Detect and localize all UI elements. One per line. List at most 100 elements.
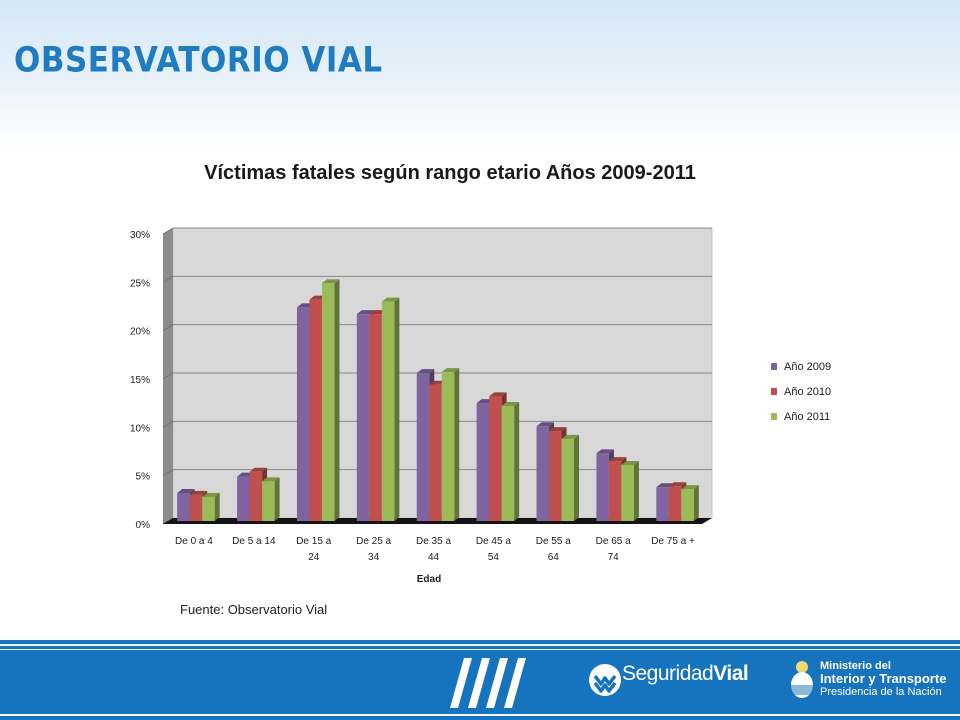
bar: [356, 314, 370, 521]
bar-side: [334, 279, 340, 521]
source-note: Fuente: Observatorio Vial: [180, 602, 328, 617]
y-tick-label: 25%: [130, 278, 150, 289]
legend-swatch: [771, 413, 777, 420]
legend-label: Año 2010: [784, 386, 831, 398]
bar: [381, 301, 395, 521]
bar-top: [608, 457, 627, 462]
bar-top: [202, 492, 220, 497]
bar-top: [621, 460, 639, 465]
bar: [321, 283, 335, 521]
x-tick-label: De 25 a: [356, 536, 391, 547]
bar: [202, 496, 215, 521]
bar-side: [394, 297, 400, 521]
y-tick-label: 0%: [136, 520, 151, 531]
bar: [429, 384, 442, 521]
bar-side: [214, 492, 220, 521]
gridline: [162, 227, 174, 235]
bar: [621, 464, 634, 521]
x-tick-label: De 55 a: [536, 536, 571, 547]
bar-top: [321, 279, 340, 284]
x-tick-label: 34: [368, 552, 380, 563]
ministry-line-2: Interior y Transporte: [820, 671, 947, 686]
gridline: [162, 324, 174, 332]
ministry-line-1: Ministerio del: [820, 660, 891, 672]
bar-top: [249, 467, 268, 472]
logo-word-2: Vial: [713, 662, 749, 685]
footer-stripe: [0, 644, 960, 646]
bar-top: [489, 392, 507, 397]
footer-stripe: [0, 649, 960, 650]
bar-side: [514, 402, 520, 521]
x-tick-label: De 65 a: [596, 536, 631, 547]
bar-top: [189, 490, 208, 495]
bar: [177, 493, 190, 521]
bar-side: [633, 460, 639, 521]
bar-top: [549, 427, 567, 432]
x-tick-label: De 35 a: [416, 536, 451, 547]
x-tick-label: De 5 a 14: [232, 536, 276, 547]
slashes-graphic: [450, 658, 526, 708]
national-seal-icon: [791, 661, 813, 698]
bar: [262, 481, 275, 521]
seguridad-vial-logo-icon: [589, 664, 621, 696]
bar: [668, 486, 682, 521]
bar-top: [596, 449, 614, 454]
gridline: [162, 469, 174, 477]
y-tick-label: 30%: [130, 230, 150, 241]
bar: [476, 403, 490, 521]
bar-top: [441, 368, 460, 373]
bar-top: [536, 422, 555, 427]
x-tick-label: 74: [608, 552, 620, 563]
x-tick-label: 54: [488, 552, 500, 563]
bar: [549, 431, 562, 521]
y-tick-label: 10%: [130, 423, 150, 434]
x-tick-label: De 45 a: [476, 536, 511, 547]
bar: [501, 406, 515, 521]
x-tick-label: De 75 a +: [651, 536, 695, 547]
bar-top: [561, 434, 580, 439]
bar: [189, 494, 203, 521]
bar: [681, 489, 694, 521]
gridline: [162, 372, 174, 380]
x-tick-label: 64: [548, 552, 560, 563]
footer-stripe: [0, 714, 960, 716]
bar: [656, 487, 669, 521]
bar: [608, 461, 622, 521]
logo-word-1: Seguridad: [622, 662, 714, 685]
bar: [249, 471, 263, 521]
gridline: [162, 275, 174, 283]
chart-title: Víctimas fatales según rango etario Años…: [204, 162, 696, 184]
legend-label: Año 2011: [784, 411, 830, 423]
x-tick-label: De 15 a: [296, 536, 331, 547]
legend-swatch: [771, 363, 777, 370]
bar-top: [356, 310, 375, 315]
seguridad-vial-logo-text: SeguridadVial: [622, 662, 749, 686]
bar-top: [262, 477, 280, 482]
bar: [536, 426, 550, 521]
bar-top: [681, 485, 699, 490]
bar: [296, 307, 310, 521]
x-tick-label: De 0 a 4: [175, 536, 213, 547]
x-tick-label: 24: [308, 552, 320, 563]
y-tick-label: 20%: [130, 327, 150, 338]
footer-band: SeguridadVial Ministerio del Interior y …: [0, 640, 960, 720]
bar: [561, 438, 575, 521]
bar: [596, 453, 609, 521]
y-tick-label: 5%: [136, 472, 151, 483]
bar-side: [454, 368, 460, 521]
y-tick-label: 15%: [130, 375, 150, 386]
x-axis-label: Edad: [417, 574, 441, 585]
ministry-label: Ministerio del Interior y Transporte Pre…: [820, 660, 946, 698]
gridline: [162, 420, 174, 428]
legend-swatch: [771, 388, 777, 395]
bar-top: [381, 297, 400, 302]
bar: [237, 476, 250, 521]
bar-side: [574, 434, 580, 521]
bar-top: [501, 402, 520, 406]
header-band: [0, 0, 960, 150]
brand-title: OBSERVATORIO VIAL: [14, 40, 383, 81]
bar-side: [274, 477, 280, 521]
bar-top: [177, 489, 195, 493]
bar: [369, 314, 382, 521]
